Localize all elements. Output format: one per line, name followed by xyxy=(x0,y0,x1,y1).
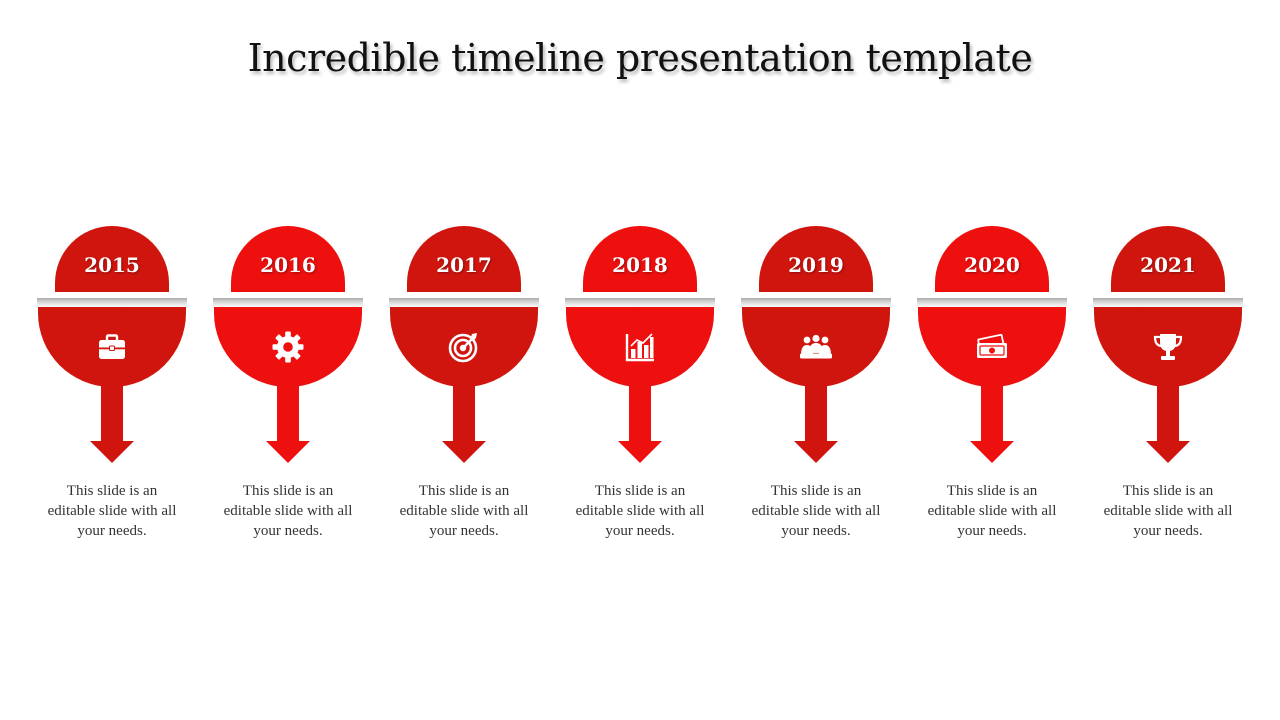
step-description: This slide is an editable slide with all… xyxy=(399,483,529,539)
step-description: This slide is an editable slide with all… xyxy=(751,483,881,539)
step-shape xyxy=(917,226,1067,463)
timeline-step: 2015 This slide is an editable slide wit… xyxy=(32,0,192,720)
year-cap xyxy=(759,226,873,292)
year-cap xyxy=(231,226,345,292)
step-shape xyxy=(565,226,715,463)
timeline-step: 2017 This slide is an editable slide wit… xyxy=(384,0,544,720)
year-cap xyxy=(55,226,169,292)
arrow-head xyxy=(794,441,838,463)
year-cap xyxy=(1111,226,1225,292)
arrow-stem xyxy=(277,380,299,442)
timeline-step: 2021 This slide is an editable slide wit… xyxy=(1088,0,1248,720)
step-year: 2016 xyxy=(260,253,316,277)
page-title: Incredible timeline presentation templat… xyxy=(247,36,1033,80)
bar-chart-icon xyxy=(625,333,654,362)
timeline-step: 2020 This slide is an editable slide wit… xyxy=(912,0,1072,720)
year-cap xyxy=(407,226,521,292)
separator-shadow xyxy=(741,298,891,307)
arrow-stem xyxy=(1157,380,1179,442)
step-shape xyxy=(1093,226,1243,463)
arrow-stem xyxy=(805,380,827,442)
arrow-head xyxy=(970,441,1014,463)
arrow-head xyxy=(618,441,662,463)
step-description: This slide is an editable slide with all… xyxy=(1103,483,1233,539)
money-icon xyxy=(977,333,1007,358)
separator-shadow xyxy=(917,298,1067,307)
arrow-stem xyxy=(981,380,1003,442)
step-year: 2015 xyxy=(84,253,140,277)
step-description: This slide is an editable slide with all… xyxy=(223,483,353,539)
separator-shadow xyxy=(213,298,363,307)
arrow-stem xyxy=(629,380,651,442)
team-meeting-icon xyxy=(800,334,832,359)
step-shape xyxy=(389,226,539,463)
step-year: 2018 xyxy=(612,253,668,277)
step-description: This slide is an editable slide with all… xyxy=(47,483,177,539)
step-shape xyxy=(213,226,363,463)
step-year: 2021 xyxy=(1140,253,1196,277)
briefcase-icon xyxy=(99,334,125,359)
trophy-icon xyxy=(1153,334,1183,360)
step-year: 2017 xyxy=(436,253,492,277)
arrow-head xyxy=(266,441,310,463)
arrow-head xyxy=(90,441,134,463)
separator-shadow xyxy=(1093,298,1243,307)
timeline-step: 2019 This slide is an editable slide wit… xyxy=(736,0,896,720)
gear-icon xyxy=(272,331,304,363)
separator-shadow xyxy=(565,298,715,307)
arrow-stem xyxy=(101,380,123,442)
year-cap xyxy=(935,226,1049,292)
step-shape xyxy=(37,226,187,463)
arrow-stem xyxy=(453,380,475,442)
timeline-step: 2018 This slide is an editable slide wit… xyxy=(560,0,720,720)
separator-shadow xyxy=(37,298,187,307)
timeline-step: 2016 This slide is an editable slide wit… xyxy=(208,0,368,720)
step-description: This slide is an editable slide with all… xyxy=(575,483,705,539)
step-year: 2019 xyxy=(788,253,844,277)
arrow-head xyxy=(442,441,486,463)
separator-shadow xyxy=(389,298,539,307)
arrow-head xyxy=(1146,441,1190,463)
target-icon xyxy=(448,333,478,363)
step-description: This slide is an editable slide with all… xyxy=(927,483,1057,539)
step-shape xyxy=(741,226,891,463)
year-cap xyxy=(583,226,697,292)
step-year: 2020 xyxy=(964,253,1020,277)
